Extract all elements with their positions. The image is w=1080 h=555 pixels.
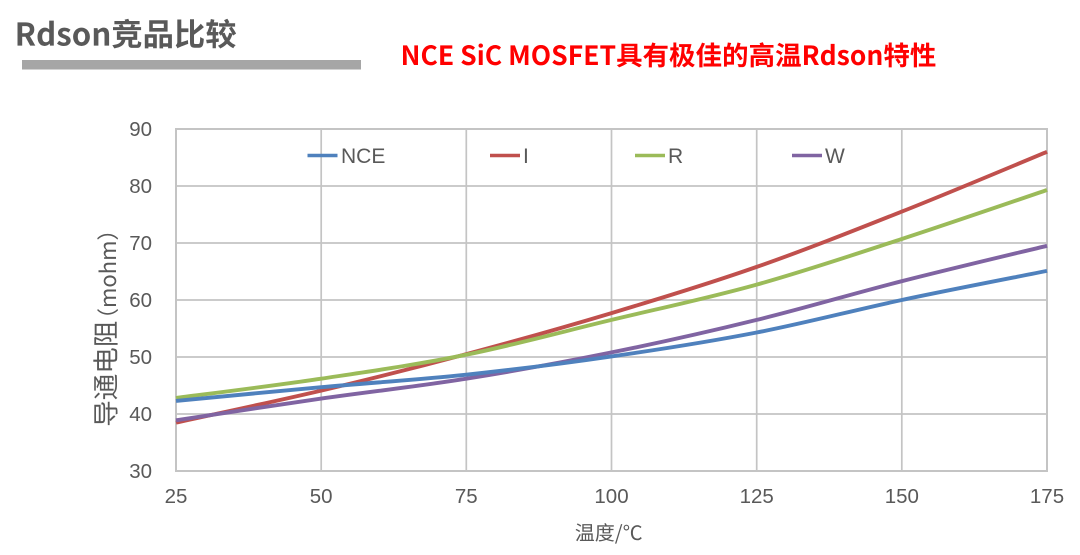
svg-text:75: 75 (455, 485, 478, 508)
svg-text:50: 50 (310, 485, 333, 508)
svg-text:40: 40 (129, 403, 152, 426)
svg-text:25: 25 (165, 485, 188, 508)
svg-text:50: 50 (129, 346, 152, 369)
svg-text:30: 30 (129, 460, 152, 483)
svg-text:175: 175 (1030, 485, 1064, 508)
svg-text:150: 150 (885, 485, 919, 508)
svg-text:60: 60 (129, 289, 152, 312)
svg-text:I: I (523, 145, 529, 168)
svg-text:R: R (668, 145, 683, 168)
svg-text:80: 80 (129, 175, 152, 198)
svg-text:NCE: NCE (341, 145, 385, 168)
svg-text:100: 100 (594, 485, 628, 508)
svg-text:W: W (825, 145, 845, 168)
svg-text:90: 90 (129, 118, 152, 141)
svg-text:125: 125 (740, 485, 774, 508)
svg-text:70: 70 (129, 232, 152, 255)
